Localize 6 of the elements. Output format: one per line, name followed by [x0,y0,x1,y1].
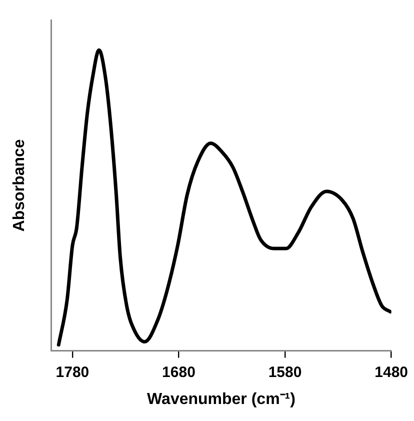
x-tick-label: 1580 [268,364,302,381]
x-tick-label: 1680 [162,364,196,381]
y-axis-title: Absorbance [11,139,28,232]
x-tick-label: 1480 [374,364,408,381]
x-axis-title: Wavenumber (cm⁻¹) [147,390,296,408]
x-tick-label: 1780 [56,364,90,381]
